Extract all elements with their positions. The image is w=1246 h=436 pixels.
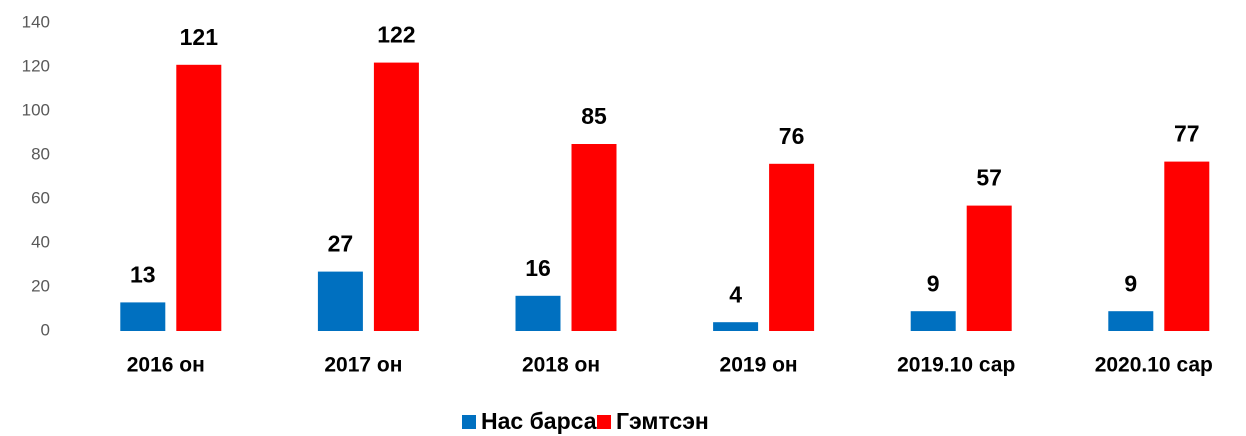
y-tick-label: 40	[31, 232, 50, 251]
data-label: 76	[779, 123, 805, 149]
data-label: 122	[377, 22, 415, 48]
x-tick-label: 2017 он	[324, 354, 402, 377]
y-tick-label: 20	[31, 276, 50, 295]
legend-label: Нас барсан	[481, 408, 610, 434]
y-tick-label: 60	[31, 188, 50, 207]
y-tick-label: 80	[31, 144, 50, 163]
data-label: 85	[581, 103, 607, 129]
bar	[769, 163, 815, 331]
data-label: 9	[927, 270, 940, 296]
y-tick-label: 120	[22, 56, 50, 75]
bar	[176, 64, 222, 332]
bar	[1164, 161, 1210, 331]
bar	[571, 144, 617, 331]
x-tick-label: 2019 он	[720, 354, 798, 377]
bar	[373, 62, 419, 331]
bar	[966, 205, 1012, 331]
x-tick-label: 2016 он	[127, 354, 205, 377]
data-label: 13	[130, 261, 156, 287]
data-label: 16	[525, 255, 551, 281]
bar	[1108, 311, 1154, 331]
data-label: 27	[328, 231, 354, 257]
data-label: 57	[976, 165, 1002, 191]
legend-swatch	[462, 415, 476, 429]
data-label: 77	[1174, 121, 1200, 147]
data-label: 4	[729, 281, 742, 307]
bar	[120, 302, 166, 331]
y-tick-label: 140	[22, 12, 50, 31]
data-label: 9	[1124, 270, 1137, 296]
legend-label: Гэмтсэн	[616, 408, 709, 434]
y-tick-label: 100	[22, 100, 50, 119]
x-tick-label: 2020.10 сар	[1095, 354, 1213, 377]
data-label: 121	[180, 24, 219, 50]
bar	[910, 311, 956, 331]
x-tick-label: 2018 он	[522, 354, 600, 377]
bar	[515, 295, 561, 331]
x-tick-label: 2019.10 сар	[897, 354, 1015, 377]
bar	[317, 271, 363, 331]
bar	[713, 322, 759, 331]
legend-swatch	[597, 415, 611, 429]
y-tick-label: 0	[41, 320, 50, 339]
